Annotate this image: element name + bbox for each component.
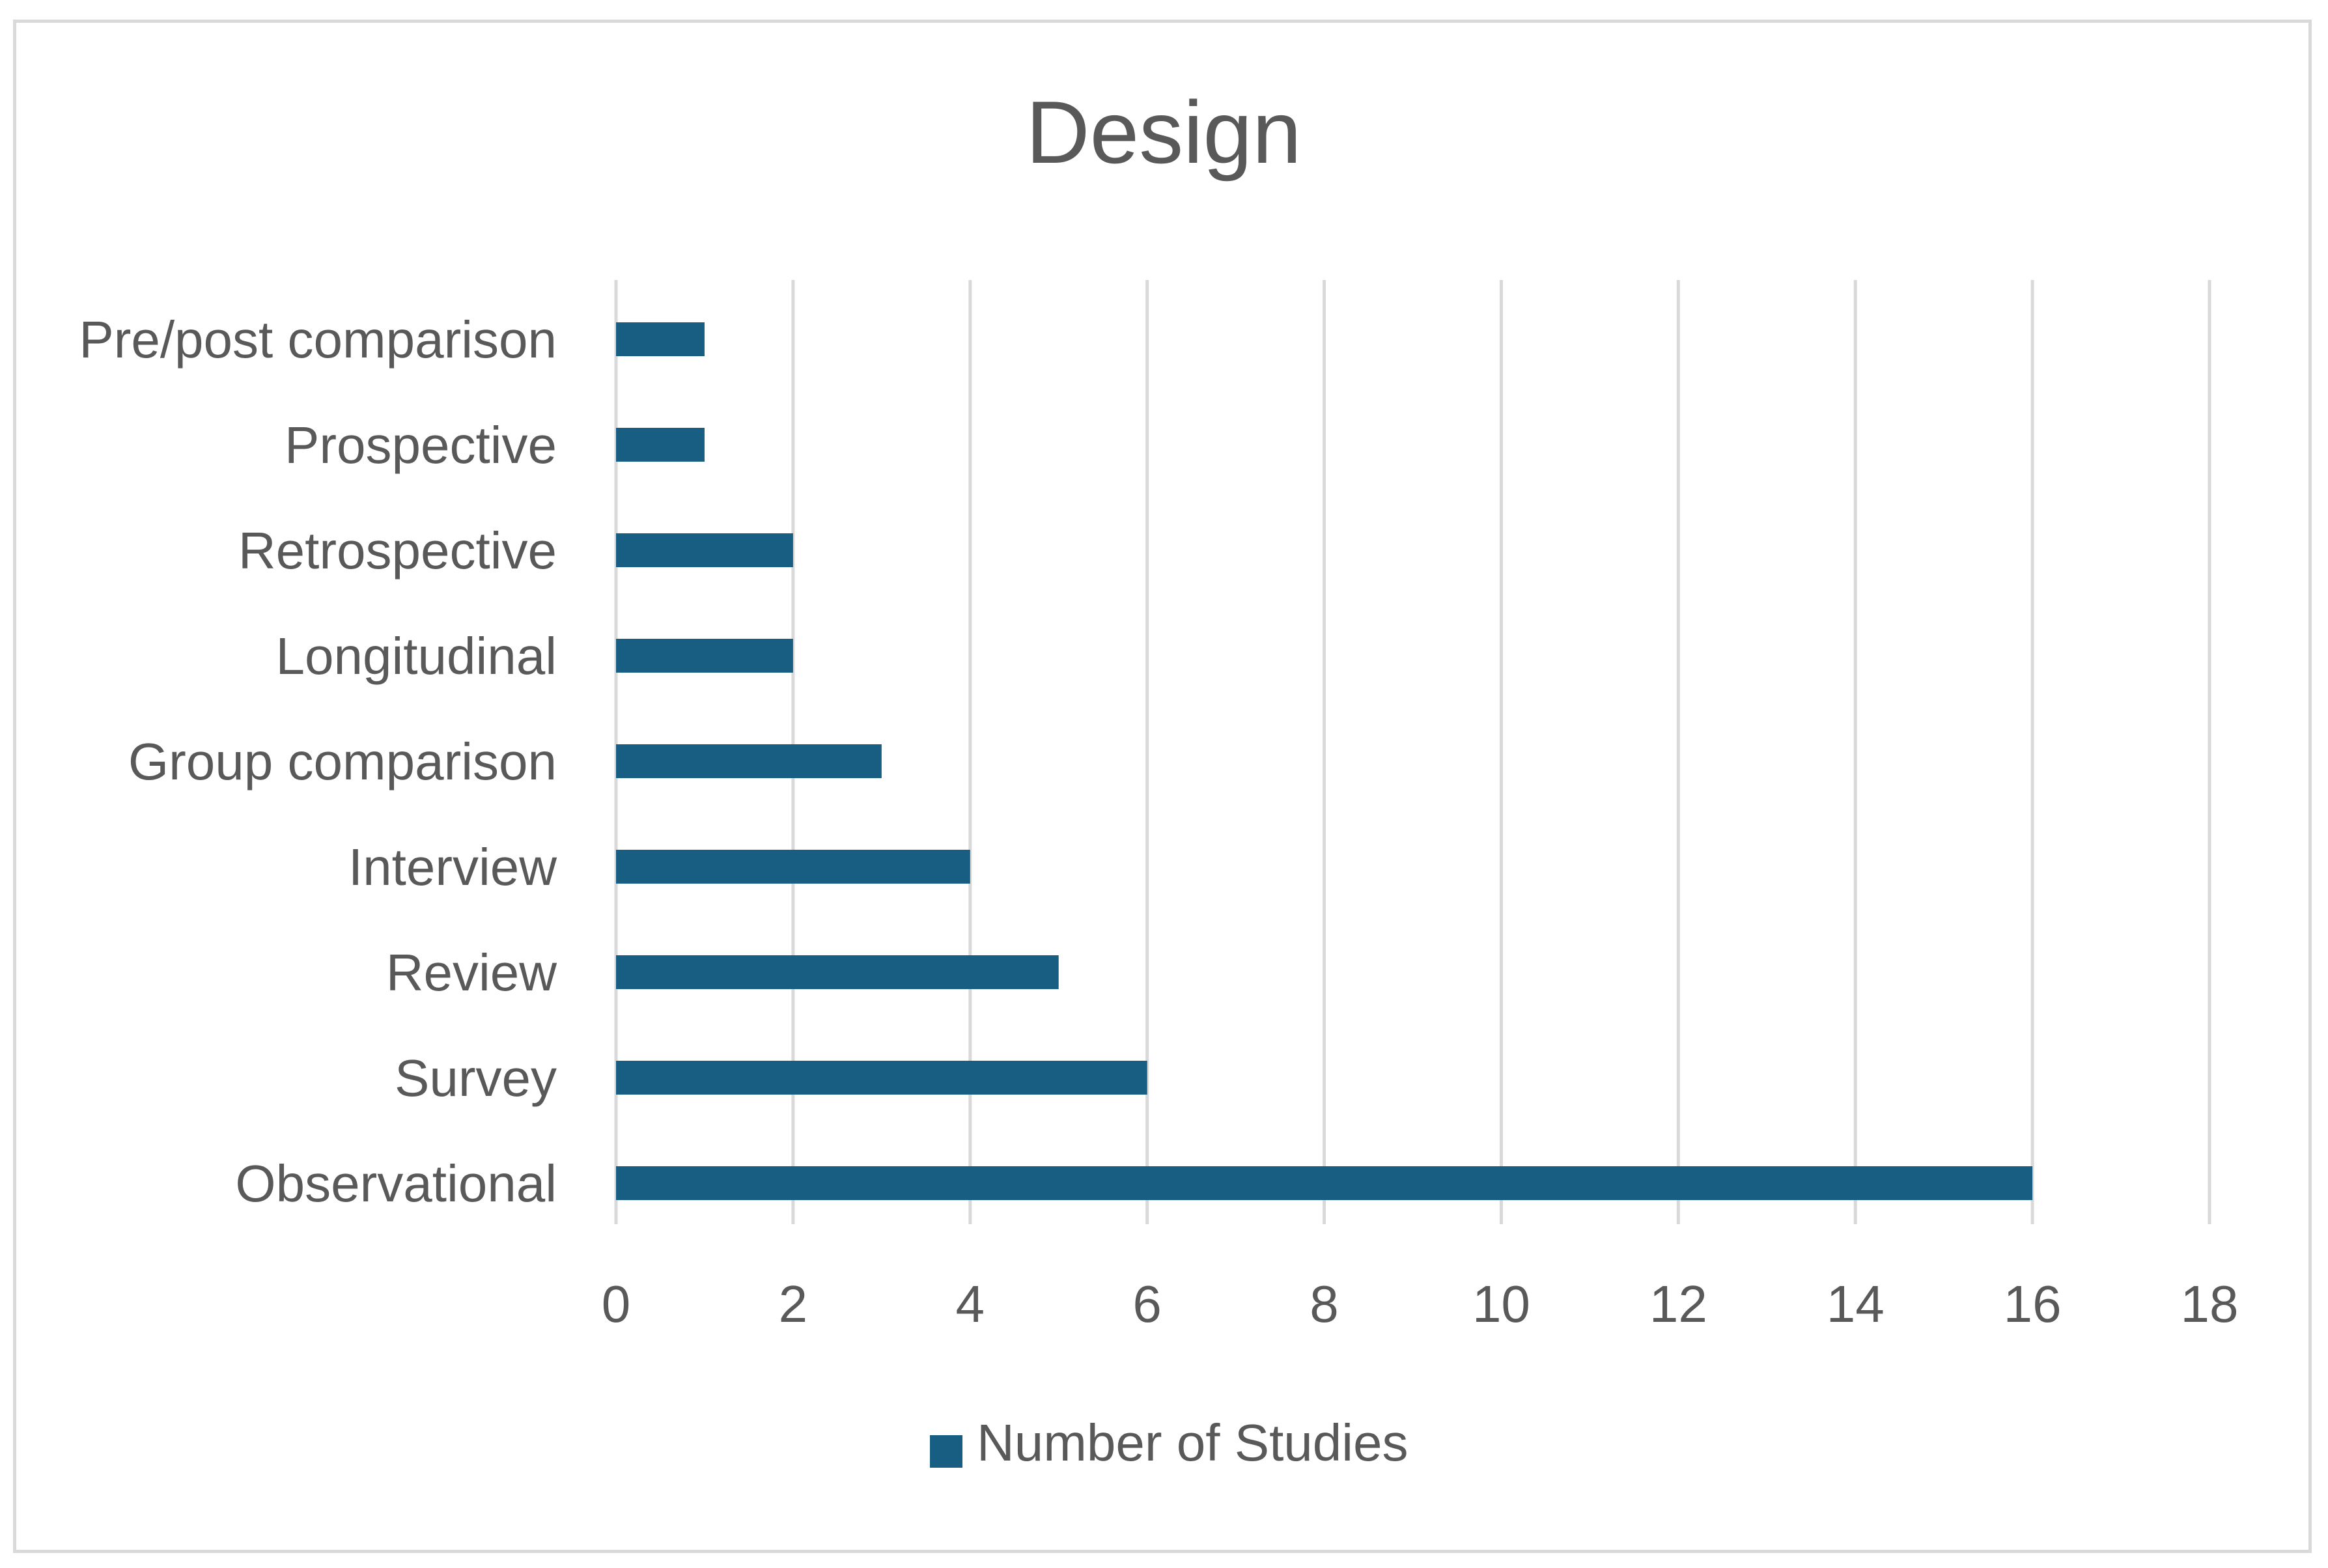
category-labels: Pre/post comparison Prospective Retrospect… (79, 311, 557, 1212)
category-label-survey: Survey (395, 1049, 557, 1107)
legend: Number of Studies (930, 1414, 1409, 1472)
chart-frame (13, 20, 2312, 1553)
x-tick-label-8: 8 (1310, 1275, 1339, 1333)
bar-retrospective (616, 533, 793, 567)
legend-swatch (930, 1435, 962, 1468)
x-tick-label-0: 0 (602, 1275, 631, 1333)
x-tick-label-16: 16 (2004, 1275, 2062, 1333)
category-label-group-comparison: Group comparison (128, 733, 557, 791)
bar-longitudinal (616, 639, 793, 673)
x-tick-label-10: 10 (1472, 1275, 1530, 1333)
x-tick-label-18: 18 (2181, 1275, 2239, 1333)
legend-label: Number of Studies (977, 1414, 1409, 1472)
x-tick-label-2: 2 (779, 1275, 808, 1333)
chart-title: Design (1026, 83, 1301, 182)
bar-prospective (616, 428, 705, 462)
x-tick-labels: 0 2 4 6 8 10 12 14 16 18 (602, 1275, 2239, 1333)
bar-survey (616, 1061, 1147, 1095)
bars (616, 322, 2033, 1200)
bar-interview (616, 850, 970, 884)
bar-group-comparison (616, 744, 882, 778)
x-tick-label-6: 6 (1132, 1275, 1162, 1333)
x-tick-label-12: 12 (1649, 1275, 1707, 1333)
category-label-interview: Interview (348, 838, 557, 896)
x-tick-label-4: 4 (956, 1275, 985, 1333)
category-label-review: Review (386, 944, 557, 1001)
bar-review (616, 955, 1059, 989)
x-tick-label-14: 14 (1827, 1275, 1885, 1333)
category-label-longitudinal: Longitudinal (276, 627, 557, 685)
category-label-pre-post-comparison: Pre/post comparison (79, 311, 557, 369)
bar-observational (616, 1166, 2033, 1200)
category-label-retrospective: Retrospective (238, 522, 557, 580)
category-label-prospective: Prospective (285, 416, 557, 474)
category-label-observational: Observational (235, 1155, 557, 1212)
bar-pre-post-comparison (616, 322, 705, 356)
